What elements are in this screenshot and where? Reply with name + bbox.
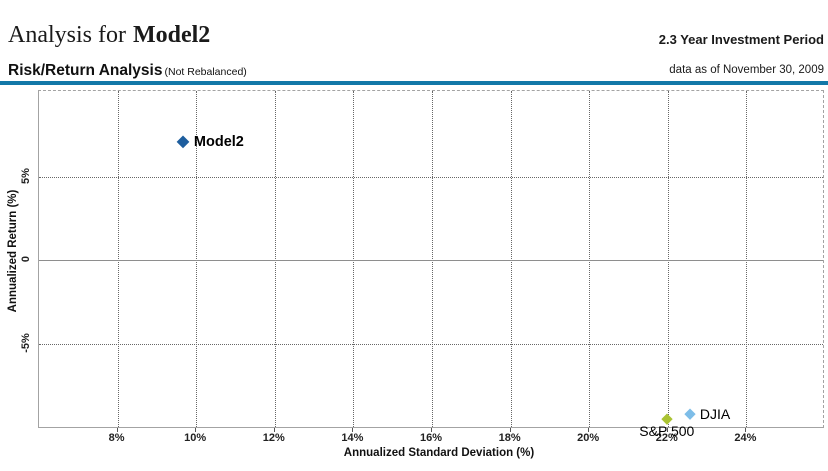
x-axis-tick-mark <box>273 428 275 432</box>
x-tick-label: 20% <box>577 432 600 444</box>
x-tick-label: 18% <box>498 432 521 444</box>
gridline-vertical <box>196 91 198 427</box>
y-tick-label: -5% <box>20 333 32 354</box>
page-title: Analysis for Model2 <box>8 22 210 49</box>
x-tick-label: 22% <box>655 432 678 444</box>
point-label-djia: DJIA <box>699 405 731 422</box>
section-heading: Risk/Return Analysis (Not Rebalanced) <box>8 62 247 80</box>
x-axis-tick-mark <box>116 428 118 432</box>
y-axis-title: Annualized Return (%) <box>7 189 19 313</box>
y-tick-label: 0 <box>20 256 32 263</box>
investment-period-label: 2.3 Year Investment Period <box>658 32 824 47</box>
x-tick-label: 12% <box>262 432 285 444</box>
header-divider-rule <box>0 81 828 85</box>
gridline-vertical <box>746 91 748 427</box>
gridline-vertical <box>432 91 433 427</box>
x-tick-label: 10% <box>184 432 207 444</box>
x-tick-label: 14% <box>341 432 364 444</box>
point-label-s-p-500: S&P 500 <box>639 422 695 439</box>
x-axis-tick-mark <box>666 428 668 432</box>
section-note: (Not Rebalanced) <box>164 66 247 78</box>
gridline-vertical <box>510 91 512 427</box>
gridline-vertical <box>667 91 669 427</box>
x-axis-tick-mark <box>509 428 511 432</box>
data-as-of-label: data as of November 30, 2009 <box>669 64 824 76</box>
section-title: Risk/Return Analysis <box>8 62 163 79</box>
gridline-horizontal <box>39 176 823 178</box>
x-axis-tick-mark <box>431 428 432 432</box>
page-title-model-name: Model2 <box>132 22 211 48</box>
gridline-vertical <box>274 91 276 427</box>
x-axis-tick-mark <box>745 428 747 432</box>
zero-baseline <box>39 260 823 262</box>
plot-area <box>38 90 824 428</box>
x-axis-tick-mark <box>352 428 354 432</box>
gridline-vertical <box>353 91 355 427</box>
x-axis-title: Annualized Standard Deviation (%) <box>343 447 535 459</box>
x-tick-label: 8% <box>108 432 125 444</box>
gridline-horizontal <box>39 344 823 346</box>
gridline-vertical <box>117 91 119 427</box>
x-axis-tick-mark <box>588 428 590 432</box>
x-tick-label: 16% <box>419 432 443 444</box>
gridline-vertical <box>589 91 591 427</box>
page-title-prefix: Analysis for <box>8 22 126 48</box>
x-tick-label: 24% <box>734 432 757 444</box>
x-axis-tick-mark <box>195 428 197 432</box>
point-label-model2: Model2 <box>193 134 244 150</box>
y-tick-label: 5% <box>20 167 32 184</box>
